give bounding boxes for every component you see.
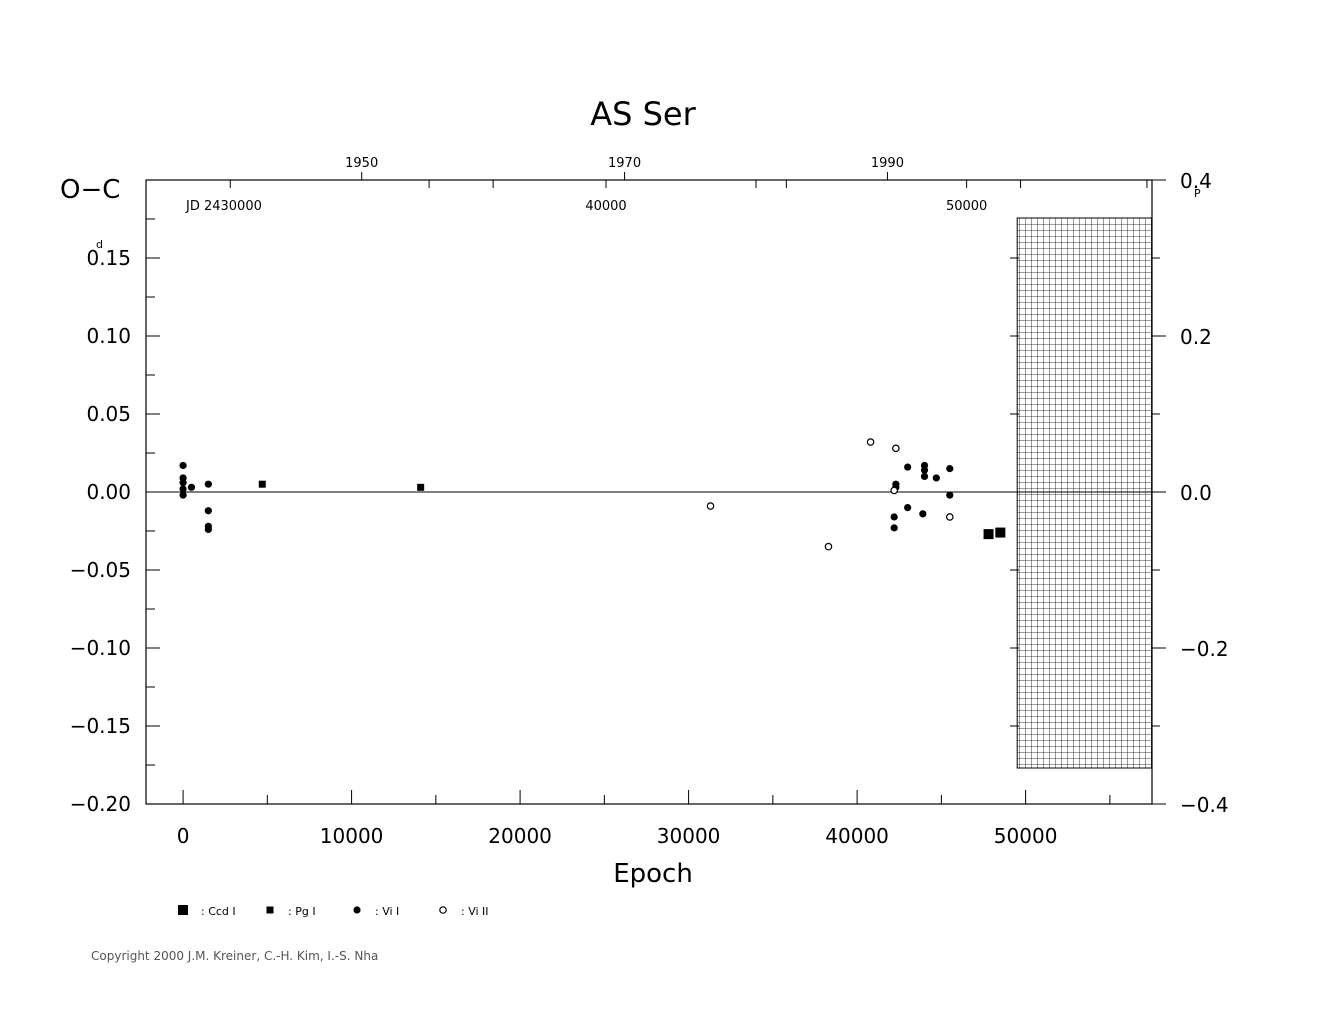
data-point: [904, 463, 912, 471]
right-y-tick-label: −0.4: [1180, 793, 1229, 817]
x-tick-label: 0: [177, 824, 190, 848]
legend-marker: [439, 906, 447, 914]
x-tick-label: 10000: [320, 824, 384, 848]
data-point: [920, 472, 929, 480]
top-axis-jd-label: JD 2430000: [185, 199, 262, 214]
data-point: [204, 525, 212, 534]
y-tick-label: 0.05: [86, 402, 131, 426]
data-point: [866, 438, 875, 446]
x-axis-label: Epoch: [613, 859, 693, 889]
y-tick-label: −0.20: [70, 792, 131, 816]
y-tick-label: −0.15: [70, 714, 131, 738]
right-y-tick-label: 0.4: [1180, 169, 1212, 193]
data-point: [179, 491, 187, 499]
data-point: [945, 513, 954, 521]
data-point: [824, 542, 833, 551]
legend-marker: [353, 906, 361, 914]
legend-label: : Vi II: [461, 905, 489, 918]
data-point: [179, 479, 187, 487]
data-point: [187, 483, 196, 491]
data-point: [204, 507, 212, 515]
data-point: [706, 502, 715, 510]
data-point: [890, 513, 898, 521]
data-point: [204, 480, 212, 488]
top-year-label: 1970: [608, 156, 641, 171]
data-point: [892, 444, 900, 453]
x-tick-label: 40000: [825, 824, 889, 848]
data-point: [919, 510, 927, 518]
y-tick-label: 0.00: [86, 480, 131, 504]
legend: : Ccd I : Pg I : Vi I : Vi II: [178, 905, 489, 918]
y-tick-label: 0.10: [86, 324, 131, 348]
right-y-tick-label: −0.2: [1180, 637, 1229, 661]
legend-label: : Pg I: [288, 905, 316, 918]
data-point: [892, 480, 900, 488]
right-axis-unit: P: [1194, 187, 1201, 200]
data-point: [417, 483, 425, 491]
x-tick-label: 20000: [488, 824, 552, 848]
top-year-label: 1990: [871, 156, 904, 171]
x-tick-label: 50000: [994, 824, 1058, 848]
top-jd-label: 40000: [585, 199, 626, 214]
data-point: [983, 529, 994, 540]
y-tick-label: −0.10: [70, 636, 131, 660]
data-point: [995, 527, 1006, 538]
copyright-notice: Copyright 2000 J.M. Kreiner, C.-H. Kim, …: [91, 949, 379, 963]
legend-marker: [178, 905, 188, 915]
future-region-grid: [1016, 217, 1153, 769]
right-y-tick-label: 0.0: [1180, 481, 1212, 505]
legend-label: : Ccd I: [201, 905, 236, 918]
y-tick-label: 0.15: [86, 246, 131, 270]
top-year-label: 1950: [345, 156, 378, 171]
data-point: [946, 465, 954, 473]
legend-label: : Vi I: [375, 905, 399, 918]
y-tick-label: −0.05: [70, 558, 131, 582]
data-point: [920, 461, 929, 470]
plot-area: 0 10000 20000 30000 40000 50000 1950 1970 1990 40…: [70, 156, 1229, 848]
x-tick-label: 30000: [657, 824, 721, 848]
data-point: [890, 486, 898, 495]
data-point: [932, 474, 940, 482]
data-point: [179, 461, 187, 470]
top-jd-label: 50000: [946, 199, 987, 214]
legend-marker: [266, 906, 274, 914]
data-point: [890, 524, 898, 532]
data-point: [258, 480, 266, 488]
y-axis-label: O−C: [60, 175, 120, 205]
y-axis-unit: d: [96, 238, 103, 251]
data-point: [946, 491, 954, 499]
data-point: [179, 485, 187, 493]
data-point: [904, 504, 912, 512]
chart-title: AS Ser: [590, 95, 696, 133]
right-y-tick-label: 0.2: [1180, 325, 1212, 349]
